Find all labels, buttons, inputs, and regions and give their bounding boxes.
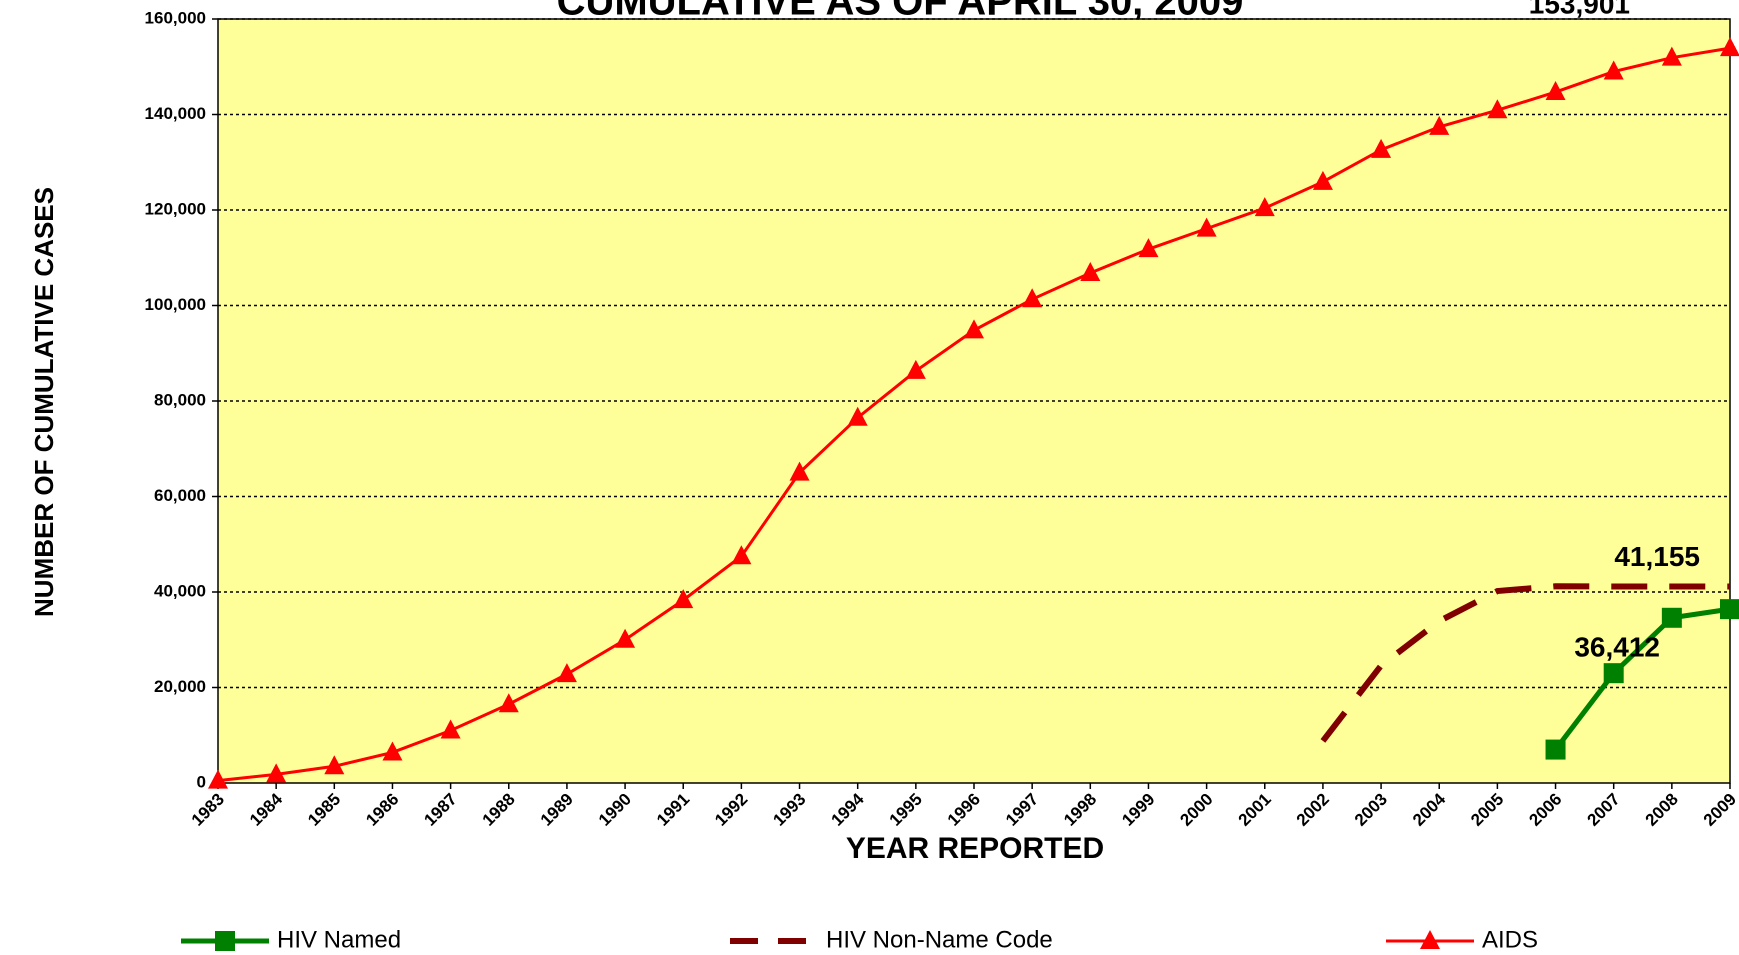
x-tick-label: 2007 bbox=[1584, 790, 1624, 830]
x-tick-label: 1990 bbox=[595, 790, 635, 830]
data-point bbox=[1429, 115, 1450, 135]
x-tick-label: 1991 bbox=[653, 790, 693, 830]
data-point bbox=[1487, 99, 1508, 119]
data-point bbox=[1661, 607, 1682, 628]
data-point bbox=[1545, 739, 1566, 760]
legend-marker bbox=[1420, 930, 1440, 949]
chart-title: CUMULATIVE AS OF APRIL 30, 2009 bbox=[557, 0, 1244, 24]
legend-label: AIDS bbox=[1482, 926, 1538, 953]
data-point bbox=[208, 769, 228, 789]
data-point bbox=[1254, 197, 1275, 217]
x-tick-label: 2002 bbox=[1293, 790, 1333, 830]
x-tick-label: 1985 bbox=[304, 790, 344, 830]
x-tick-label: 2006 bbox=[1525, 790, 1565, 830]
data-label: 153,901 bbox=[1529, 0, 1630, 20]
data-point bbox=[905, 359, 926, 379]
y-tick-label: 0 bbox=[197, 772, 206, 791]
data-point bbox=[673, 589, 694, 609]
x-tick-label: 1997 bbox=[1002, 790, 1042, 830]
data-point bbox=[324, 755, 345, 775]
data-point bbox=[1196, 217, 1217, 237]
data-point bbox=[1603, 663, 1624, 684]
data-point bbox=[266, 763, 287, 783]
x-tick-label: 1987 bbox=[420, 790, 460, 830]
x-tick-label: 1994 bbox=[828, 789, 869, 830]
data-point bbox=[789, 461, 810, 481]
data-point bbox=[1022, 288, 1043, 308]
data-point bbox=[1661, 46, 1682, 66]
legend-item: AIDS bbox=[1386, 926, 1538, 953]
y-tick-label: 140,000 bbox=[145, 104, 206, 123]
x-tick-label: 2009 bbox=[1700, 790, 1739, 830]
x-tick-label: 1999 bbox=[1118, 790, 1158, 830]
x-tick-label: 2005 bbox=[1467, 790, 1507, 830]
data-point bbox=[1371, 138, 1392, 158]
data-point bbox=[556, 663, 577, 683]
x-tick-label: 1992 bbox=[711, 790, 751, 830]
x-tick-label: 2000 bbox=[1176, 790, 1216, 830]
data-point bbox=[1138, 238, 1159, 258]
data-point bbox=[847, 406, 868, 426]
x-tick-label: 2008 bbox=[1642, 790, 1682, 830]
data-point bbox=[1312, 170, 1333, 190]
legend-label: HIV Named bbox=[277, 926, 401, 953]
x-tick-label: 1986 bbox=[362, 790, 402, 830]
data-point bbox=[1545, 81, 1566, 101]
x-axis-title: YEAR REPORTED bbox=[846, 832, 1104, 865]
legend-item: HIV Non-Name Code bbox=[730, 926, 1053, 953]
x-tick-label: 2003 bbox=[1351, 790, 1391, 830]
data-label: 36,412 bbox=[1574, 632, 1660, 663]
legend-item: HIV Named bbox=[181, 926, 401, 953]
data-point bbox=[382, 741, 403, 761]
x-tick-label: 1988 bbox=[479, 790, 519, 830]
data-point bbox=[615, 628, 636, 648]
data-point bbox=[1603, 60, 1624, 80]
x-tick-label: 1995 bbox=[886, 790, 926, 830]
y-tick-label: 80,000 bbox=[154, 390, 206, 409]
data-point bbox=[498, 693, 519, 713]
legend-label: HIV Non-Name Code bbox=[826, 926, 1053, 953]
y-axis-title: NUMBER OF CUMULATIVE CASES bbox=[29, 187, 59, 617]
legend-marker bbox=[215, 931, 235, 951]
series-line bbox=[1320, 583, 1730, 743]
x-tick-label: 2004 bbox=[1409, 789, 1450, 830]
data-point bbox=[440, 719, 461, 739]
x-tick-label: 1993 bbox=[769, 790, 809, 830]
x-tick-label: 1996 bbox=[944, 790, 984, 830]
x-tick-label: 1984 bbox=[246, 789, 287, 830]
data-point bbox=[1720, 599, 1739, 620]
y-tick-label: 40,000 bbox=[154, 581, 206, 600]
data-point bbox=[731, 545, 752, 565]
data-label: 41,155 bbox=[1614, 541, 1700, 572]
series-line bbox=[1553, 606, 1731, 752]
y-tick-label: 160,000 bbox=[145, 8, 206, 27]
x-tick-label: 1998 bbox=[1060, 790, 1100, 830]
y-tick-label: 120,000 bbox=[145, 199, 206, 218]
x-tick-label: 1983 bbox=[188, 790, 228, 830]
x-tick-label: 2001 bbox=[1235, 790, 1275, 830]
x-tick-label: 1989 bbox=[537, 790, 577, 830]
y-tick-label: 60,000 bbox=[154, 486, 206, 505]
y-tick-label: 100,000 bbox=[145, 295, 206, 314]
data-point bbox=[1720, 37, 1739, 57]
y-tick-label: 20,000 bbox=[154, 677, 206, 696]
data-point bbox=[964, 319, 984, 339]
data-point bbox=[1080, 262, 1101, 282]
